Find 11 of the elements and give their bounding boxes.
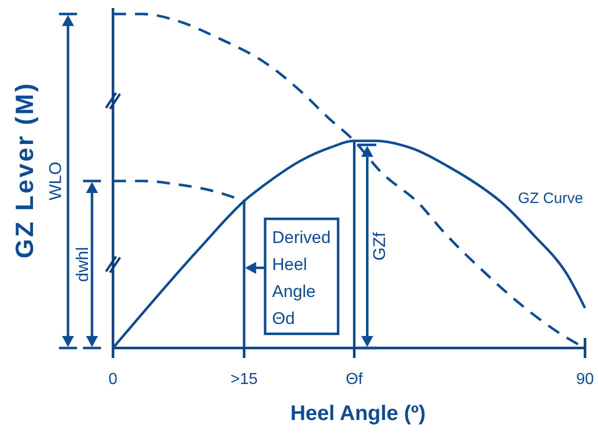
text: dwhl <box>72 247 92 282</box>
x-axis-title: Heel Angle (º) <box>290 402 426 425</box>
x-tick-label: Θf <box>346 371 364 388</box>
x-tick-label: >15 <box>230 371 258 388</box>
annotation: GZf <box>370 232 389 261</box>
series-label: GZ Curve <box>518 190 584 208</box>
x-tick-label: 90 <box>576 371 594 388</box>
y-axis-title: GZ Lever (M) <box>11 82 39 258</box>
x-tick-label: 0 <box>108 371 118 388</box>
annotation: Derived Heel Angle Θd <box>272 228 331 328</box>
text: WLO <box>46 162 64 200</box>
